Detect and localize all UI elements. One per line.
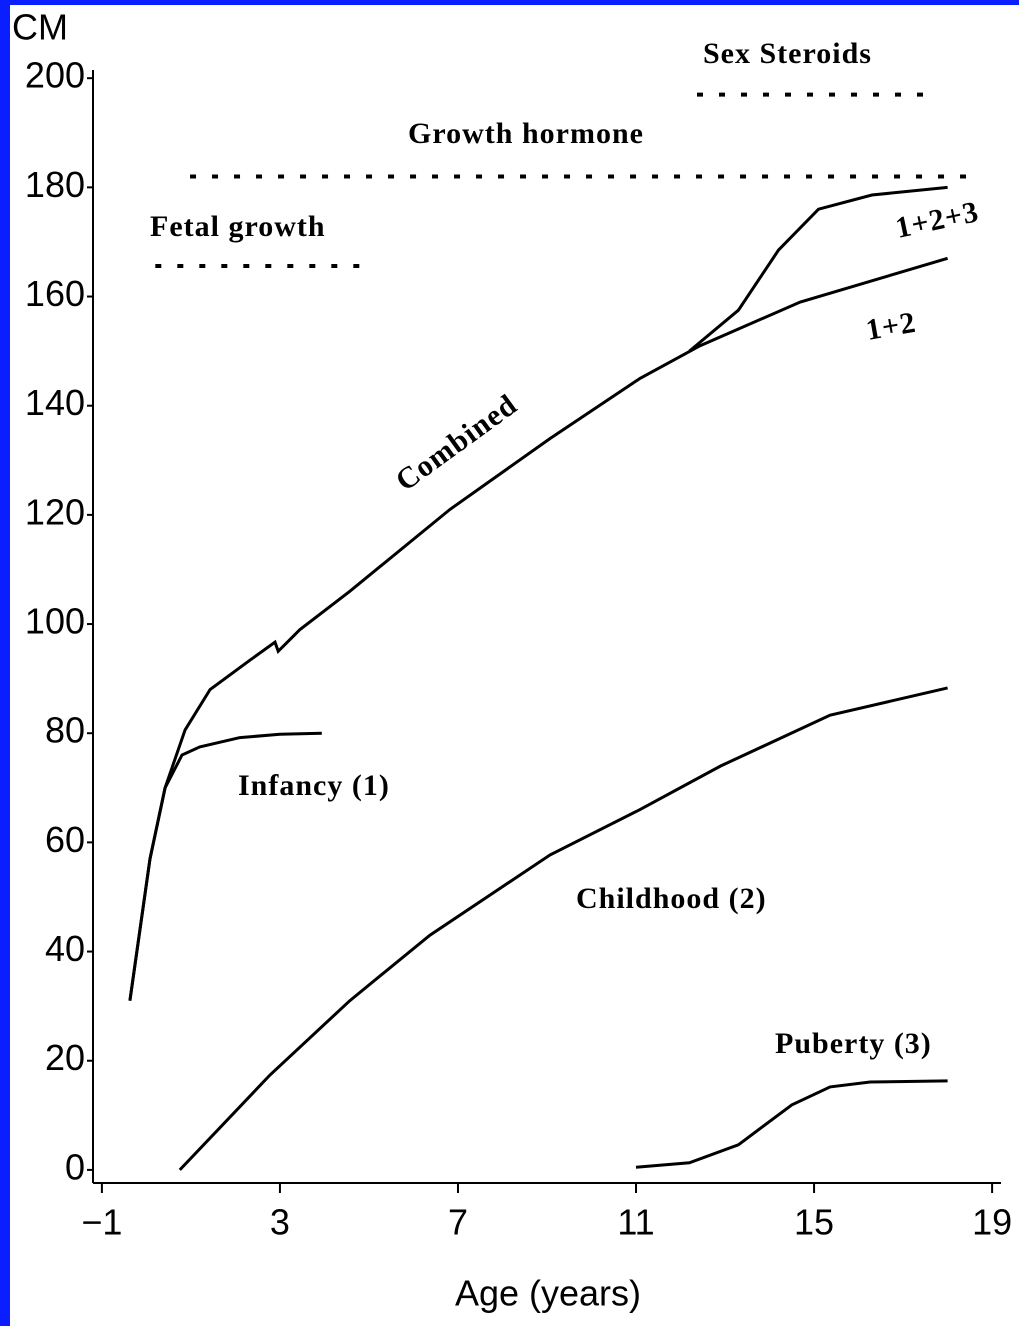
x-tick-label: −1: [81, 1202, 122, 1243]
y-tick-label: 60: [45, 819, 85, 860]
curve-label: Combined: [390, 388, 524, 498]
phase-label: Growth hormone: [408, 117, 644, 150]
y-tick-label: 40: [45, 928, 85, 969]
x-tick-label: 19: [972, 1202, 1012, 1243]
curve-label: 1+2+3: [893, 195, 982, 245]
y-tick-label: 180: [25, 164, 85, 205]
frame: CM Age (years) 0 20 40 60 80 100 120 140 160 180 2…: [10, 5, 1019, 1326]
y-tick-label: 160: [25, 273, 85, 314]
series-line: [635, 1079, 948, 1169]
series-line: [688, 185, 948, 353]
y-tick-label: 0: [65, 1146, 85, 1187]
x-axis-title: Age (years): [455, 1273, 641, 1314]
y-tick-label: 120: [25, 491, 85, 532]
curve-label: 1+2: [863, 306, 918, 347]
y-tick-label: 100: [25, 601, 85, 642]
x-tick-label: 15: [794, 1202, 834, 1243]
y-tick-label: 20: [45, 1037, 85, 1078]
curve-label: Infancy (1): [238, 769, 390, 802]
x-tick-label: 11: [617, 1202, 654, 1243]
phase-label: Sex Steroids: [703, 37, 872, 70]
curve-label: Puberty (3): [775, 1027, 932, 1060]
x-tick-label: 3: [270, 1202, 290, 1243]
y-tick-label: 140: [25, 382, 85, 423]
phase-label: Fetal growth: [150, 210, 326, 243]
series-line: [178, 686, 948, 1171]
series-line: [128, 256, 949, 1001]
x-tick-label: 7: [448, 1202, 468, 1243]
y-axis-title: CM: [12, 7, 68, 48]
y-tick-label: 80: [45, 710, 85, 751]
curve-label: Childhood (2): [576, 882, 767, 915]
y-tick-label: 200: [25, 55, 85, 96]
